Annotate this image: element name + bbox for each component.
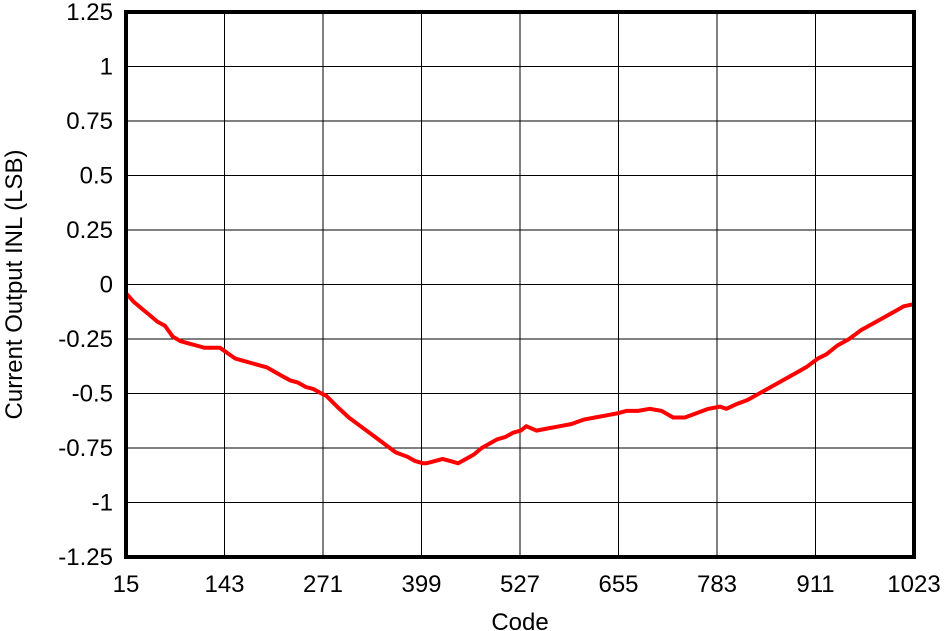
y-tick-label: 1: [100, 54, 113, 81]
y-tick-label: 0.75: [66, 108, 113, 135]
x-tick-label: 271: [303, 571, 343, 598]
x-tick-label: 143: [204, 571, 244, 598]
y-tick-label: 0: [100, 272, 113, 299]
y-tick-label: 1.25: [66, 0, 113, 26]
y-tick-label: -0.25: [58, 326, 113, 353]
x-tick-label: 15: [113, 571, 140, 598]
inl-series-line: [124, 291, 916, 466]
y-tick-label: -1: [92, 490, 113, 517]
y-tick-label: 0.5: [80, 163, 113, 190]
series-layer: [124, 291, 916, 466]
y-tick-label: 0.25: [66, 217, 113, 244]
plot-frame: [124, 10, 916, 559]
tick-labels: 15 143 271 399 527 655 783 911 1023 1.25 1 0.75 0.5 0…: [58, 0, 940, 598]
y-tick-label: -0.5: [72, 381, 113, 408]
x-tick-label: 527: [500, 571, 540, 598]
grid: [126, 12, 914, 557]
y-axis-label: Current Output INL (LSB): [1, 150, 28, 420]
x-tick-label: 783: [697, 571, 737, 598]
y-tick-label: -1.25: [58, 544, 113, 571]
x-axis-label: Code: [491, 609, 548, 631]
x-tick-label: 399: [401, 571, 441, 598]
x-tick-label: 1023: [887, 571, 940, 598]
y-tick-label: -0.75: [58, 435, 113, 462]
x-tick-label: 655: [598, 571, 638, 598]
x-tick-label: 911: [796, 571, 834, 598]
